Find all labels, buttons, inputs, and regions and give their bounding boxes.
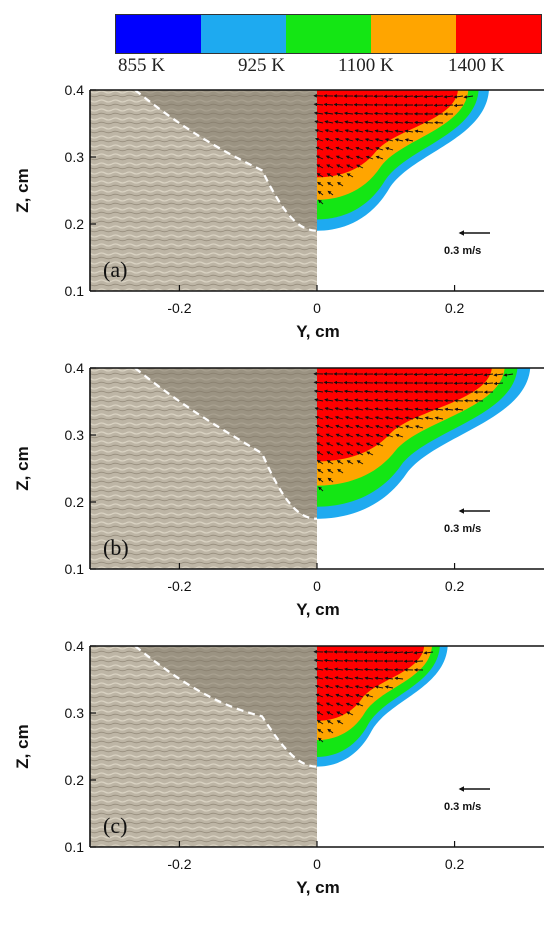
colorbar-label-2: 1100 K — [338, 55, 394, 77]
velocity-vector — [375, 113, 383, 114]
velocity-vector — [385, 669, 393, 670]
y-tick-label: 0.4 — [65, 638, 85, 654]
y-axis-title: Z, cm — [13, 446, 32, 490]
velocity-vector — [435, 122, 443, 123]
x-tick-label: 0 — [313, 856, 321, 872]
velocity-vector — [324, 382, 333, 383]
velocity-vector — [385, 113, 393, 114]
velocity-vector — [474, 383, 483, 384]
x-tick-label: -0.2 — [167, 578, 191, 594]
x-axis-title: Y, cm — [296, 322, 339, 341]
x-tick-label: -0.2 — [167, 300, 191, 316]
velocity-vector — [454, 105, 463, 106]
x-axis-title: Y, cm — [296, 600, 339, 619]
y-axis-title: Z, cm — [13, 724, 32, 768]
velocity-vector — [375, 669, 383, 670]
colorbar-label-1: 925 K — [238, 55, 285, 77]
x-tick-label: 0.2 — [445, 578, 465, 594]
x-tick-label: 0.2 — [445, 856, 465, 872]
y-tick-label: 0.3 — [65, 427, 85, 443]
velocity-vector — [394, 96, 403, 97]
y-axis-title: Z, cm — [13, 168, 32, 212]
velocity-vector — [425, 122, 433, 123]
temperature-colorbar — [115, 14, 542, 54]
velocity-vector — [435, 400, 443, 401]
y-tick-label: 0.3 — [65, 705, 85, 721]
y-tick-label: 0.1 — [65, 283, 85, 299]
velocity-vector — [384, 652, 393, 653]
y-tick-label: 0.1 — [65, 561, 85, 577]
panel-label: (b) — [103, 535, 129, 560]
colorbar-segment-4 — [456, 15, 541, 53]
colorbar-segment-3 — [371, 15, 456, 53]
colorbar-labels: 855 K 925 K 1100 K 1400 K — [100, 55, 540, 79]
colorbar-segment-2 — [286, 15, 371, 53]
velocity-vector — [335, 660, 343, 661]
velocity-vector — [334, 382, 343, 383]
y-tick-label: 0.4 — [65, 82, 85, 98]
y-tick-label: 0.2 — [65, 216, 85, 232]
velocity-vector — [395, 391, 403, 392]
x-tick-label: -0.2 — [167, 856, 191, 872]
colorbar-label-3: 1400 K — [448, 55, 504, 77]
y-tick-label: 0.4 — [65, 360, 85, 376]
panel-label: (a) — [103, 257, 127, 282]
scale-label: 0.3 m/s — [444, 523, 481, 535]
chart-panel-b: 0.1 0.2 0.3 0.4 -0.2 0 0.2 Y, cm Z, cm (b) 0.3 m/s — [0, 358, 544, 648]
x-tick-label: 0 — [313, 578, 321, 594]
colorbar-segment-0 — [116, 15, 201, 53]
y-tick-label: 0.2 — [65, 494, 85, 510]
velocity-vector — [334, 104, 343, 105]
panel-label: (c) — [103, 813, 127, 838]
x-tick-label: 0 — [313, 300, 321, 316]
chart-panel-c: 0.1 0.2 0.3 0.4 -0.2 0 0.2 Y, cm Z, cm (c) 0.3 m/s — [0, 636, 544, 926]
velocity-vector — [414, 374, 423, 375]
velocity-vector — [385, 391, 393, 392]
scale-label: 0.3 m/s — [444, 245, 481, 257]
y-tick-label: 0.3 — [65, 149, 85, 165]
colorbar-label-0: 855 K — [118, 55, 165, 77]
velocity-vector — [445, 400, 453, 401]
colorbar-segment-1 — [201, 15, 286, 53]
scale-label: 0.3 m/s — [444, 801, 481, 813]
velocity-vector — [444, 105, 453, 106]
chart-panel-a: 0.1 0.2 0.3 0.4 -0.2 0 0.2 Y, cm Z, cm (a) 0.3 m/s — [0, 80, 544, 370]
y-tick-label: 0.1 — [65, 839, 85, 855]
x-tick-label: 0.2 — [445, 300, 465, 316]
x-axis-title: Y, cm — [296, 878, 339, 897]
y-tick-label: 0.2 — [65, 772, 85, 788]
